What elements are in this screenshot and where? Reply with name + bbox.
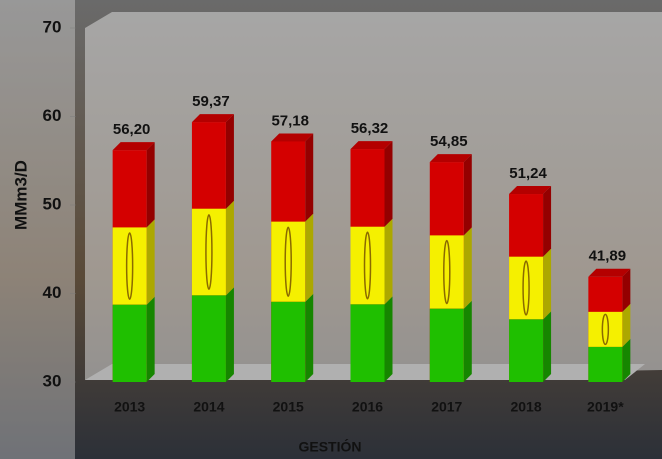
x-tick-label: 2016: [352, 399, 383, 415]
bar-side: [305, 294, 313, 382]
bar-stripe: [271, 302, 305, 382]
x-tick-label: 2014: [193, 399, 224, 415]
bar-stripe: [351, 227, 385, 305]
value-label: 56,20: [113, 121, 151, 138]
bar-stripe: [192, 209, 226, 296]
bar-side: [147, 142, 155, 227]
bar-side: [226, 114, 234, 209]
bar-side: [385, 219, 393, 305]
page: {"chart_data": {"type": "bar", "y_label"…: [0, 0, 662, 459]
bar-side: [305, 214, 313, 302]
bar-stripe: [430, 309, 464, 382]
bar-stripe: [113, 305, 147, 382]
bar-side: [147, 297, 155, 382]
bar-side: [385, 296, 393, 382]
y-tick-label: 40: [43, 283, 62, 302]
bar-side: [543, 186, 551, 257]
bar-side: [226, 201, 234, 296]
x-tick-label: 2013: [114, 399, 145, 415]
bar-stripe: [113, 227, 147, 304]
bar-side: [464, 227, 472, 308]
value-label: 56,32: [351, 120, 389, 137]
bar-stripe: [192, 295, 226, 382]
bar-stripe: [588, 312, 622, 347]
bar-stripe: [271, 222, 305, 302]
chart: MMm3/D GESTIÓN 30 40 50 60 70 2013 56,20 2014 59…: [0, 0, 662, 459]
bar-side: [385, 141, 393, 227]
y-tick-label: 30: [43, 371, 62, 390]
x-tick-label: 2017: [431, 399, 462, 415]
bar-side: [226, 287, 234, 382]
bar-side: [464, 301, 472, 382]
bar-side: [543, 249, 551, 320]
x-tick-label: 2015: [273, 399, 304, 415]
x-tick-label: 2018: [510, 399, 541, 415]
value-label: 54,85: [430, 133, 468, 150]
x-axis-title: GESTIÓN: [298, 438, 361, 455]
bar-stripe: [351, 304, 385, 382]
y-tick-label: 60: [43, 106, 62, 125]
bar-side: [543, 311, 551, 382]
value-label: 57,18: [271, 112, 309, 129]
value-label: 51,24: [509, 165, 547, 182]
bar-side: [305, 133, 313, 221]
bar-stripe: [509, 257, 543, 320]
bar-side: [147, 219, 155, 304]
value-label: 41,89: [589, 248, 627, 265]
y-tick-label: 70: [43, 17, 62, 36]
bar-side: [464, 154, 472, 235]
bar-stripe: [588, 347, 622, 382]
y-tick-label: 50: [43, 194, 62, 213]
bar-stripe: [509, 319, 543, 382]
bar-stripe: [430, 235, 464, 308]
value-label: 59,37: [192, 93, 230, 110]
x-tick-label: 2019*: [587, 399, 624, 415]
y-axis-title: MMm3/D: [11, 160, 30, 230]
